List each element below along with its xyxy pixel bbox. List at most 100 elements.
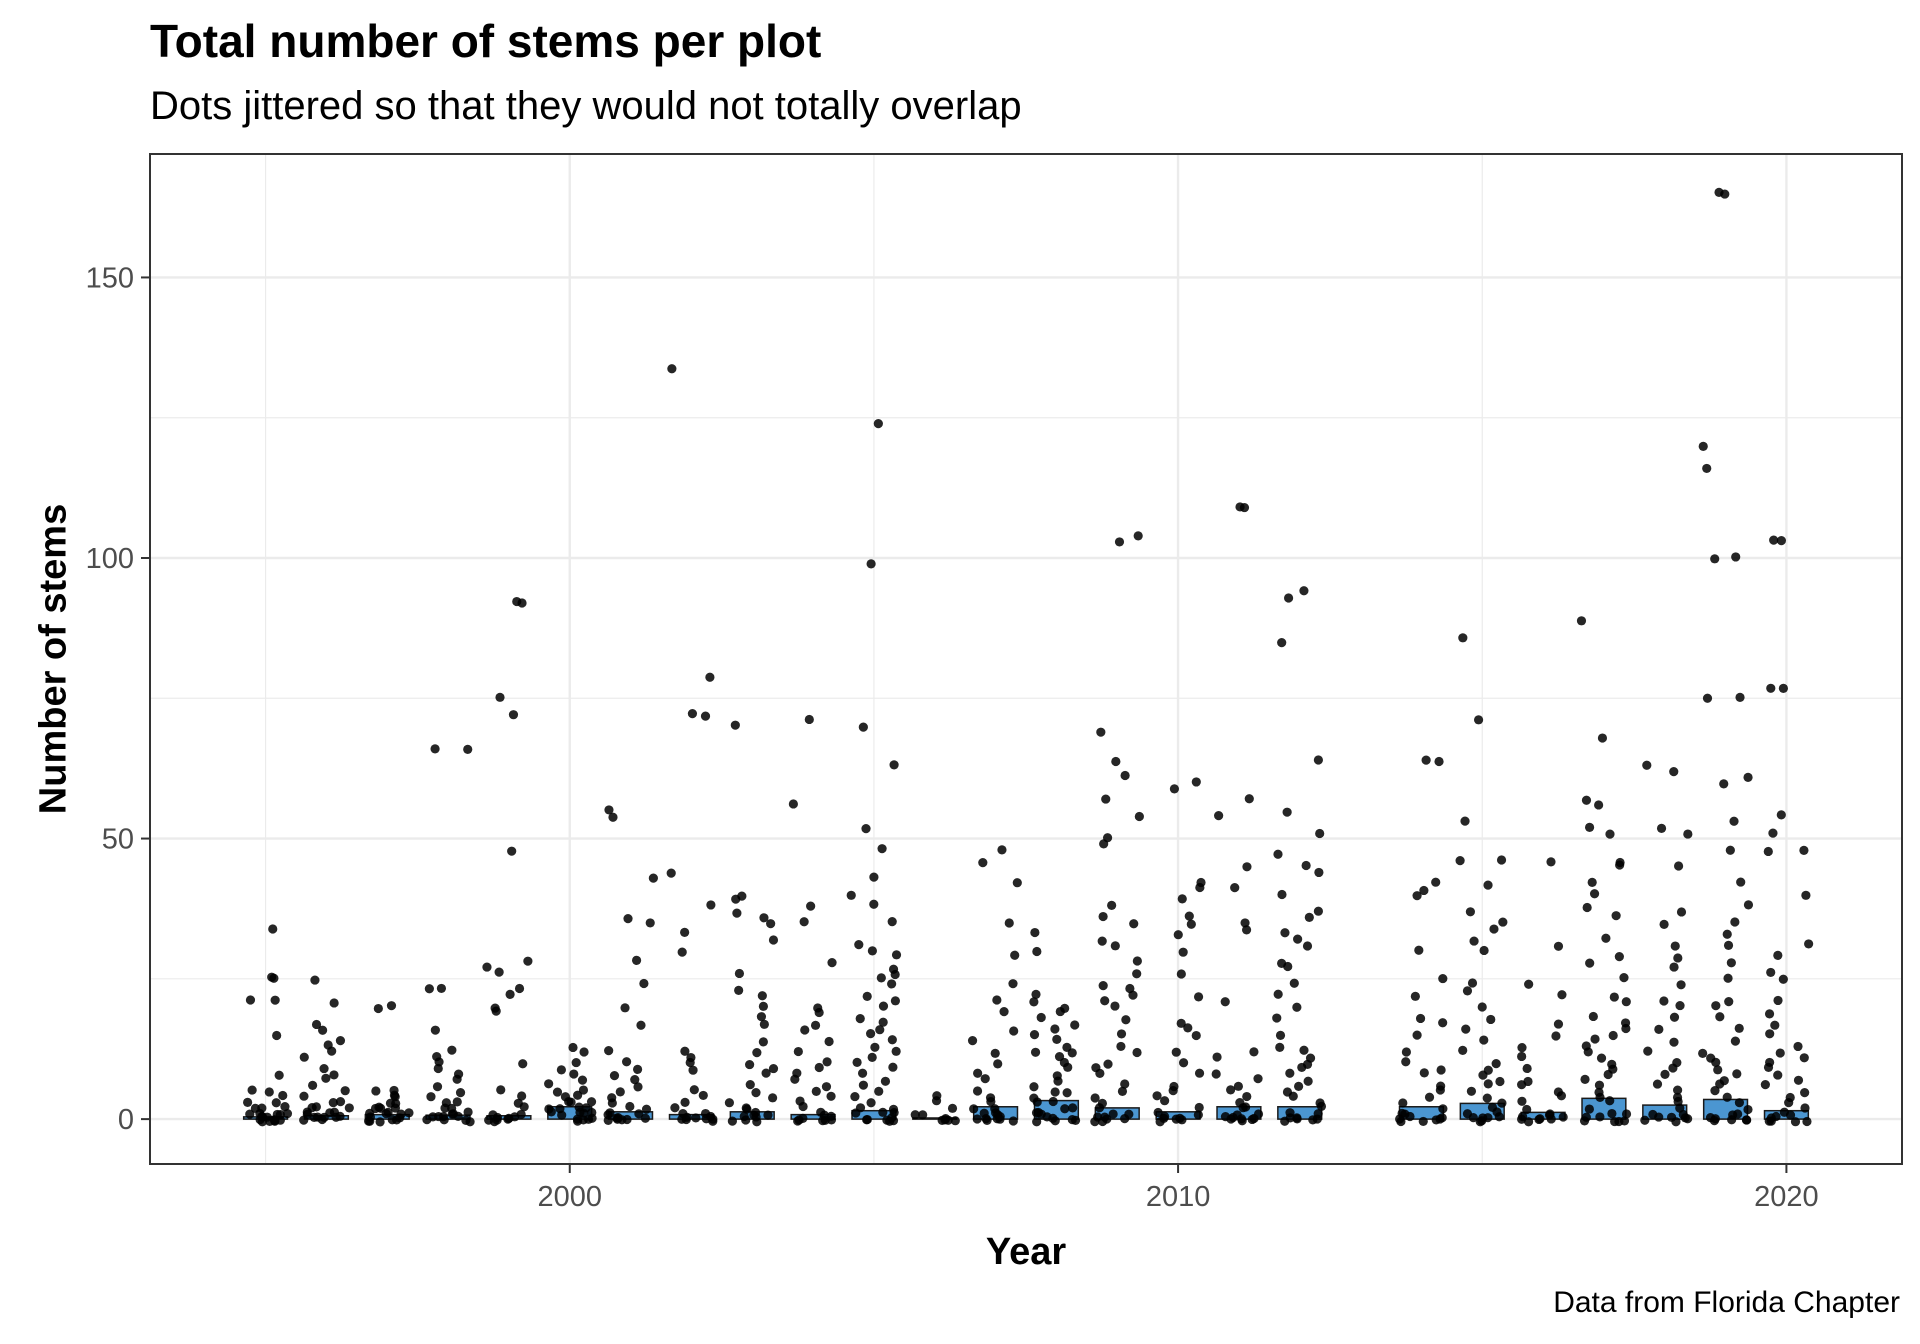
point-2017-1 xyxy=(1597,733,1608,743)
point-2007-3 xyxy=(1004,918,1014,928)
y-tick-label: 150 xyxy=(86,262,134,294)
point-2018-1 xyxy=(1669,767,1679,777)
point-2015-0 xyxy=(1458,633,1468,643)
point-2014-19 xyxy=(1438,1104,1448,1114)
point-2008-9 xyxy=(1029,1030,1040,1040)
point-2018-4 xyxy=(1673,861,1684,871)
point-2020-2 xyxy=(1778,683,1788,693)
point-2002-24 xyxy=(691,1113,701,1123)
point-2011-12 xyxy=(1253,1074,1263,1084)
point-2005-24 xyxy=(887,1035,897,1045)
plot-panel-border xyxy=(149,153,1903,1165)
point-2003-16 xyxy=(768,1063,779,1074)
point-2009-35 xyxy=(1120,1113,1130,1124)
point-2015-11 xyxy=(1467,978,1478,988)
point-2015-23 xyxy=(1466,1086,1477,1096)
point-2019-2 xyxy=(1698,441,1708,452)
point-2014-2 xyxy=(1431,877,1441,887)
point-2004-15 xyxy=(821,1082,832,1092)
point-2000-8 xyxy=(552,1087,563,1097)
point-2001-12 xyxy=(609,1071,620,1081)
point-2019-7 xyxy=(1702,693,1713,703)
point-2009-29 xyxy=(1117,1086,1128,1096)
point-2017-32 xyxy=(1595,1092,1605,1102)
point-2005-16 xyxy=(887,979,897,989)
point-2020-31 xyxy=(1802,1116,1812,1127)
point-2003-9 xyxy=(757,991,767,1001)
point-2020-30 xyxy=(1779,1107,1789,1117)
point-2012-10 xyxy=(1313,906,1323,916)
point-2008-7 xyxy=(1070,1020,1080,1030)
point-1996-14 xyxy=(328,1098,338,1108)
point-2016-21 xyxy=(1546,1114,1556,1124)
point-2003-5 xyxy=(766,919,776,929)
point-2017-36 xyxy=(1621,1109,1632,1119)
point-2016-0 xyxy=(1546,857,1556,867)
point-2005-28 xyxy=(852,1057,862,1068)
point-2005-7 xyxy=(846,890,856,900)
point-1998-27 xyxy=(433,1111,444,1122)
point-2019-13 xyxy=(1743,900,1754,910)
point-2019-32 xyxy=(1722,1092,1732,1102)
point-2012-29 xyxy=(1294,1081,1304,1091)
point-2012-19 xyxy=(1292,1002,1302,1012)
point-2001-13 xyxy=(630,1075,640,1085)
point-2018-19 xyxy=(1660,1069,1670,1079)
point-2003-3 xyxy=(732,908,742,918)
y-axis-title: Number of stems xyxy=(32,504,74,814)
point-2000-4 xyxy=(569,1069,579,1079)
point-2000-18 xyxy=(557,1110,567,1120)
point-2020-6 xyxy=(1799,845,1809,855)
point-2020-14 xyxy=(1764,1009,1775,1019)
point-2016-8 xyxy=(1522,1063,1532,1074)
point-1998-2 xyxy=(424,984,434,994)
point-2019-22 xyxy=(1734,1023,1744,1033)
point-2020-12 xyxy=(1778,974,1788,984)
point-2016-5 xyxy=(1551,1031,1561,1041)
point-2018-20 xyxy=(1652,1079,1663,1089)
point-2002-14 xyxy=(680,1097,690,1107)
point-2000-13 xyxy=(566,1097,576,1107)
point-2010-13 xyxy=(1191,1030,1201,1041)
point-2014-14 xyxy=(1419,1068,1429,1078)
point-2017-16 xyxy=(1609,992,1619,1002)
point-1998-17 xyxy=(440,1103,450,1113)
point-2005-18 xyxy=(890,996,901,1006)
point-2003-14 xyxy=(752,1047,762,1058)
point-2019-1 xyxy=(1720,189,1730,199)
point-2002-23 xyxy=(708,1116,718,1126)
point-1999-24 xyxy=(492,1112,503,1123)
point-1995-26 xyxy=(270,1115,280,1126)
point-2008-21 xyxy=(1062,1088,1072,1098)
point-2000-19 xyxy=(546,1107,556,1117)
point-1996-3 xyxy=(318,1025,328,1035)
point-2005-27 xyxy=(867,1052,877,1063)
point-1999-25 xyxy=(504,1113,514,1123)
point-1999-1 xyxy=(512,596,522,607)
point-2009-27 xyxy=(1095,1068,1105,1078)
point-2015-9 xyxy=(1469,936,1479,946)
point-2015-22 xyxy=(1483,1079,1493,1089)
point-1996-4 xyxy=(335,1036,346,1046)
point-2019-5 xyxy=(1731,552,1741,562)
point-2020-35 xyxy=(1790,1117,1801,1127)
point-1996-9 xyxy=(329,1070,339,1080)
point-2014-7 xyxy=(1410,991,1420,1001)
point-1995-29 xyxy=(257,1117,267,1127)
point-2006-3 xyxy=(918,1110,928,1120)
point-2019-23 xyxy=(1730,1036,1741,1046)
point-2007-2 xyxy=(1012,878,1022,888)
point-2008-24 xyxy=(1048,1096,1058,1107)
point-2006-8 xyxy=(941,1113,951,1124)
point-1999-13 xyxy=(496,1085,506,1095)
point-2000-11 xyxy=(586,1097,597,1107)
point-2014-10 xyxy=(1412,1030,1422,1040)
point-2005-29 xyxy=(888,1062,898,1072)
point-2018-15 xyxy=(1669,1037,1679,1047)
point-2009-2 xyxy=(1096,727,1106,737)
point-2008-26 xyxy=(1060,1104,1070,1114)
point-2014-26 xyxy=(1437,1113,1447,1123)
point-2019-37 xyxy=(1727,1115,1737,1125)
point-2007-1 xyxy=(978,857,988,868)
point-2012-33 xyxy=(1316,1101,1327,1111)
